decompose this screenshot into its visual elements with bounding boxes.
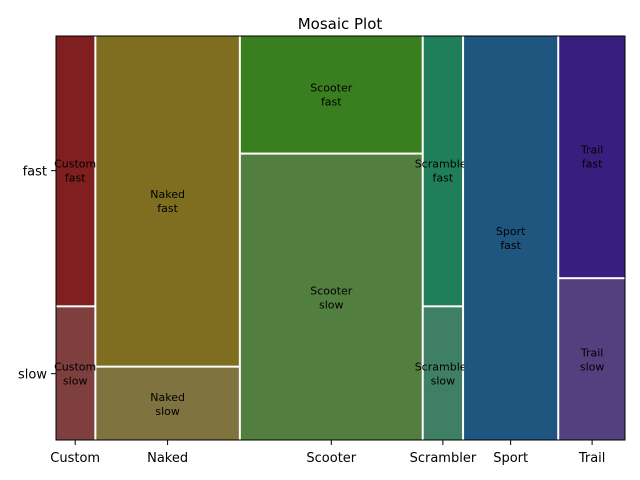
x-axis: Custom Naked Scooter Scrambler Sport Trail xyxy=(50,440,605,466)
tile-scrambler-fast xyxy=(423,36,463,306)
x-tick-label-scrambler: Scrambler xyxy=(410,451,477,466)
tile-sport-fast xyxy=(464,36,558,440)
x-tick-label-custom: Custom xyxy=(50,451,100,466)
x-tick-label-trail: Trail xyxy=(578,451,606,466)
tile-trail-fast xyxy=(559,36,625,278)
tile-scooter-fast xyxy=(240,36,422,153)
y-axis: slow fast xyxy=(18,165,56,383)
chart-title: Mosaic Plot xyxy=(298,15,383,33)
tile-label-scrambler-fast: Scrambler fast xyxy=(415,158,472,185)
axes-frame xyxy=(55,35,626,441)
tile-naked-fast xyxy=(96,36,239,366)
tile-label-scrambler-slow: Scrambler slow xyxy=(415,361,472,388)
tile-label-trail-slow: Trail slow xyxy=(580,347,605,374)
tile-label-naked-slow: Naked slow xyxy=(150,391,185,418)
tile-scooter-slow xyxy=(240,154,422,440)
tile-custom-fast xyxy=(56,36,95,306)
tile-naked-slow xyxy=(96,367,239,440)
y-tick-label-fast: fast xyxy=(23,165,47,180)
tile-label-scooter-fast: Scooter fast xyxy=(310,81,353,108)
tile-scrambler-slow xyxy=(423,307,463,440)
tile-label-scooter-slow: Scooter slow xyxy=(310,284,353,311)
tile-label-trail-fast: Trail fast xyxy=(580,144,603,171)
tile-label-custom-slow: Custom slow xyxy=(54,361,96,388)
tile-custom-slow xyxy=(56,307,95,440)
tile-label-custom-fast: Custom fast xyxy=(54,158,96,185)
y-tick-label-slow: slow xyxy=(18,368,47,383)
x-tick-label-sport: Sport xyxy=(493,451,528,466)
x-tick-label-naked: Naked xyxy=(147,451,188,466)
x-tick-label-scooter: Scooter xyxy=(306,451,356,466)
tile-label-naked-fast: Naked fast xyxy=(150,188,185,215)
tile-trail-slow xyxy=(559,279,625,440)
mosaic-tiles: Custom fast Custom slow Naked fast Naked slow Sc… xyxy=(54,36,625,440)
tile-label-sport-fast: Sport fast xyxy=(496,225,526,252)
